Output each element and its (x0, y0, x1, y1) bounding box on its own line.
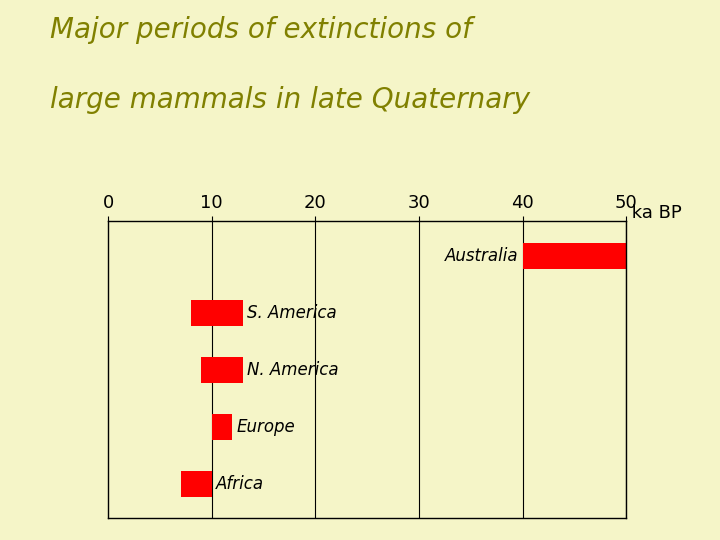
Text: Major periods of extinctions of: Major periods of extinctions of (50, 16, 472, 44)
Bar (202, 357, 243, 383)
Text: Australia: Australia (445, 247, 518, 265)
Text: S. America: S. America (247, 304, 337, 322)
Text: Europe: Europe (237, 418, 295, 436)
Text: N. America: N. America (247, 361, 338, 379)
Bar (523, 243, 626, 268)
Text: Africa: Africa (216, 475, 264, 493)
Text: ka BP: ka BP (626, 204, 682, 222)
Bar (191, 300, 243, 326)
Text: large mammals in late Quaternary: large mammals in late Quaternary (50, 86, 531, 114)
Bar (181, 471, 212, 497)
Bar (212, 414, 233, 440)
